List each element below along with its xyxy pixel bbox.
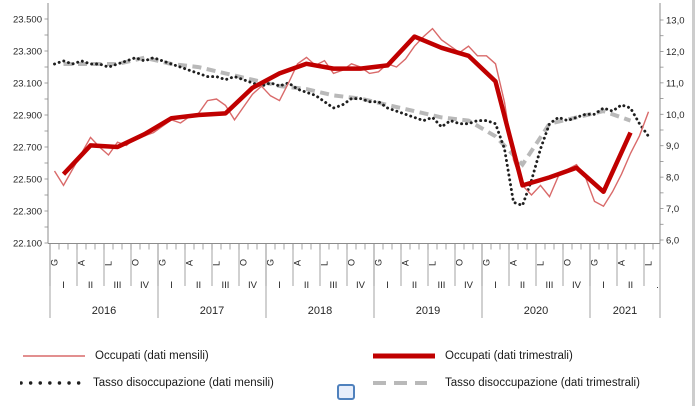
svg-text:13,0: 13,0 bbox=[666, 16, 685, 27]
svg-text:III: III bbox=[114, 280, 122, 291]
svg-text:I: I bbox=[278, 280, 281, 291]
svg-text:2020: 2020 bbox=[524, 305, 548, 317]
svg-text:23.500: 23.500 bbox=[13, 15, 42, 26]
legend-item-occupati-mensili: Occupati (dati mensili) bbox=[22, 350, 209, 362]
svg-text:A: A bbox=[401, 260, 411, 266]
legend-item-tasso-mensile: Tasso disoccupazione (dati mensili) bbox=[20, 377, 274, 389]
svg-text:I: I bbox=[386, 280, 389, 291]
svg-text:9,0: 9,0 bbox=[666, 141, 679, 152]
svg-text:IV: IV bbox=[356, 280, 366, 291]
svg-text:G: G bbox=[482, 259, 492, 266]
legend-label: Tasso disoccupazione (dati mensili) bbox=[93, 377, 274, 389]
svg-text:22.300: 22.300 bbox=[13, 207, 42, 218]
series-occupati-trimestrali bbox=[61, 34, 633, 195]
svg-text:II: II bbox=[628, 280, 633, 291]
svg-text:2021: 2021 bbox=[613, 305, 637, 317]
legend-line-occupati-trimestrali-swatch bbox=[373, 353, 435, 359]
svg-text:III: III bbox=[222, 280, 230, 291]
axes bbox=[47, 3, 661, 244]
svg-text:L: L bbox=[212, 261, 222, 266]
svg-text:10,0: 10,0 bbox=[666, 110, 685, 121]
svg-text:IV: IV bbox=[572, 280, 582, 291]
svg-text:O: O bbox=[347, 259, 357, 266]
svg-text:2016: 2016 bbox=[92, 305, 116, 317]
svg-text:2018: 2018 bbox=[308, 305, 332, 317]
svg-text:L: L bbox=[428, 261, 438, 266]
svg-text:IV: IV bbox=[248, 280, 258, 291]
svg-text:G: G bbox=[374, 259, 384, 266]
svg-text:G: G bbox=[158, 259, 168, 266]
svg-text:I: I bbox=[170, 280, 173, 291]
svg-text:2017: 2017 bbox=[200, 305, 224, 317]
series-tasso-disoccupazione-mensile bbox=[53, 56, 650, 208]
legend-item-occupati-trimestrali: Occupati (dati trimestrali) bbox=[372, 350, 573, 362]
svg-text:O: O bbox=[239, 259, 249, 266]
svg-text:IV: IV bbox=[140, 280, 150, 291]
svg-text:II: II bbox=[304, 280, 309, 291]
legend-line-tasso-trimestrale-swatch bbox=[373, 381, 427, 385]
svg-text:IV: IV bbox=[464, 280, 474, 291]
svg-text:23.300: 23.300 bbox=[13, 47, 42, 58]
svg-text:I: I bbox=[602, 280, 605, 291]
svg-text:A: A bbox=[77, 260, 87, 266]
legend-label: Occupati (dati mensili) bbox=[95, 350, 209, 362]
embedded-object-icon bbox=[337, 384, 355, 400]
chart-plot-area: 23.500 23.300 23.100 22.900 22.700 22.500 22.3… bbox=[13, 3, 685, 318]
svg-text:I: I bbox=[62, 280, 65, 291]
svg-text:L: L bbox=[644, 261, 654, 266]
svg-text:O: O bbox=[131, 259, 141, 266]
svg-text:11,0: 11,0 bbox=[666, 78, 684, 89]
legend-label: Occupati (dati trimestrali) bbox=[445, 350, 573, 362]
screen-right-edge bbox=[692, 0, 695, 406]
series-occupati-mensili bbox=[53, 27, 650, 208]
svg-text:II: II bbox=[196, 280, 201, 291]
svg-text:22.900: 22.900 bbox=[13, 111, 42, 122]
svg-text:O: O bbox=[455, 259, 465, 266]
svg-text:L: L bbox=[320, 261, 330, 266]
svg-text:III: III bbox=[438, 280, 446, 291]
svg-text:22.500: 22.500 bbox=[13, 175, 42, 186]
svg-text:O: O bbox=[563, 259, 573, 266]
legend-line-tasso-mensile-swatch bbox=[20, 381, 84, 385]
svg-text:12,0: 12,0 bbox=[666, 47, 685, 58]
svg-text:22.700: 22.700 bbox=[13, 143, 42, 154]
svg-text:.: . bbox=[656, 280, 659, 291]
svg-text:III: III bbox=[330, 280, 338, 291]
svg-text:II: II bbox=[412, 280, 417, 291]
svg-text:III: III bbox=[546, 280, 554, 291]
legend-label: Tasso disoccupazione (dati trimestrali) bbox=[445, 377, 640, 389]
svg-text:A: A bbox=[185, 260, 195, 266]
svg-text:23.100: 23.100 bbox=[13, 79, 42, 90]
legend-item-tasso-trimestrale: Tasso disoccupazione (dati trimestrali) bbox=[372, 377, 640, 389]
svg-text:2019: 2019 bbox=[416, 305, 440, 317]
svg-text:22.100: 22.100 bbox=[13, 239, 42, 250]
svg-text:G: G bbox=[266, 259, 276, 266]
svg-text:8,0: 8,0 bbox=[666, 173, 679, 184]
series-tasso-disoccupazione-trimestrale bbox=[63, 55, 632, 168]
svg-text:A: A bbox=[293, 260, 303, 266]
svg-text:L: L bbox=[536, 261, 546, 266]
axis-ticks bbox=[44, 18, 664, 318]
svg-text:A: A bbox=[509, 260, 519, 266]
svg-text:I: I bbox=[494, 280, 497, 291]
svg-text:6,0: 6,0 bbox=[666, 236, 679, 247]
legend-line-occupati-mensili-swatch bbox=[23, 355, 85, 357]
svg-text:II: II bbox=[520, 280, 525, 291]
svg-text:7,0: 7,0 bbox=[666, 204, 679, 215]
data-series bbox=[53, 27, 650, 208]
svg-text:L: L bbox=[104, 261, 114, 266]
axis-labels: 23.500 23.300 23.100 22.900 22.700 22.500 22.3… bbox=[13, 15, 685, 318]
svg-text:G: G bbox=[590, 259, 600, 266]
svg-text:G: G bbox=[50, 259, 60, 266]
svg-text:II: II bbox=[88, 280, 93, 291]
svg-text:A: A bbox=[617, 260, 627, 266]
